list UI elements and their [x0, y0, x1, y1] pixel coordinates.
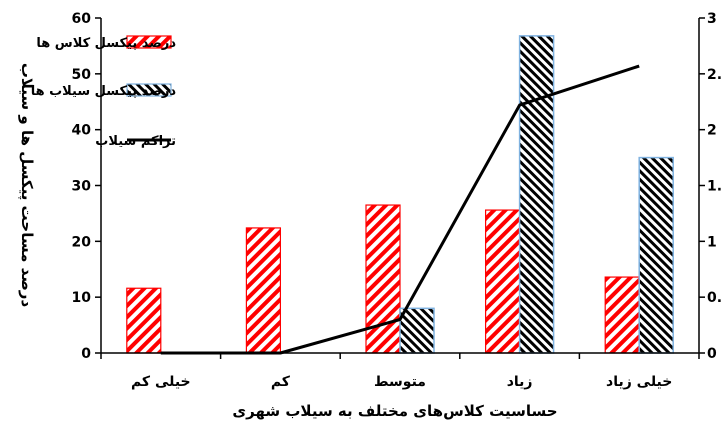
plot-area — [126, 35, 674, 355]
x-axis-title: حساسیت کلاس‌های مختلف به سیلاب شهری — [232, 402, 557, 420]
x-tick-label: کم — [271, 374, 291, 390]
y-tick-label: 50 — [72, 67, 92, 83]
bar-class-pixels-4 — [604, 276, 640, 354]
y2-tick-label: 1.5 — [707, 179, 723, 195]
y2-tick-label: 2.5 — [707, 67, 723, 83]
y2-tick-label: 3 — [707, 11, 717, 27]
axes: 0 10 20 30 40 50 60 0 0.5 1 1.5 2 2.5 3 خیلی کم کم متوسط… — [72, 11, 723, 390]
bar-class-pixels-3 — [485, 209, 521, 354]
bar-flood-pixels-3 — [518, 35, 555, 354]
y-axis-title: درصد مساحت پیکسل ها و سیلاب — [17, 63, 36, 308]
legend-swatch-0 — [126, 35, 172, 49]
legend-swatch-1 — [126, 83, 172, 97]
legend: درصد پیکسل کلاس ها درصد پیکسل سیلاب ها ترا… — [31, 35, 177, 149]
x-tick-label: زیاد — [507, 374, 533, 390]
y-tick-label: 10 — [72, 290, 92, 306]
legend-label-0: درصد پیکسل کلاس ها — [36, 36, 176, 51]
y2-tick-label: 0.5 — [707, 290, 723, 306]
bar-flood-pixels-4 — [638, 156, 674, 354]
y-tick-label: 20 — [72, 234, 92, 250]
y-tick-label: 40 — [72, 123, 92, 139]
bar-class-pixels-0 — [126, 287, 162, 354]
x-tick-label: خیلی کم — [131, 374, 191, 390]
bar-flood-pixels-2 — [399, 307, 435, 354]
bar-class-pixels-1 — [245, 227, 281, 354]
y-tick-label: 60 — [72, 11, 92, 27]
y2-tick-label: 1 — [707, 234, 717, 250]
legend-label-2: تراکم سیلاب — [95, 134, 176, 149]
bar-class-pixels-2 — [365, 204, 401, 354]
x-tick-label: خیلی زیاد — [606, 374, 672, 390]
x-tick-label: متوسط — [374, 374, 426, 390]
y-tick-label: 0 — [81, 346, 91, 362]
y2-tick-label: 0 — [707, 346, 717, 362]
y-tick-label: 30 — [72, 179, 92, 195]
y2-tick-label: 2 — [707, 123, 717, 139]
legend-label-1: درصد پیکسل سیلاب ها — [31, 84, 177, 99]
